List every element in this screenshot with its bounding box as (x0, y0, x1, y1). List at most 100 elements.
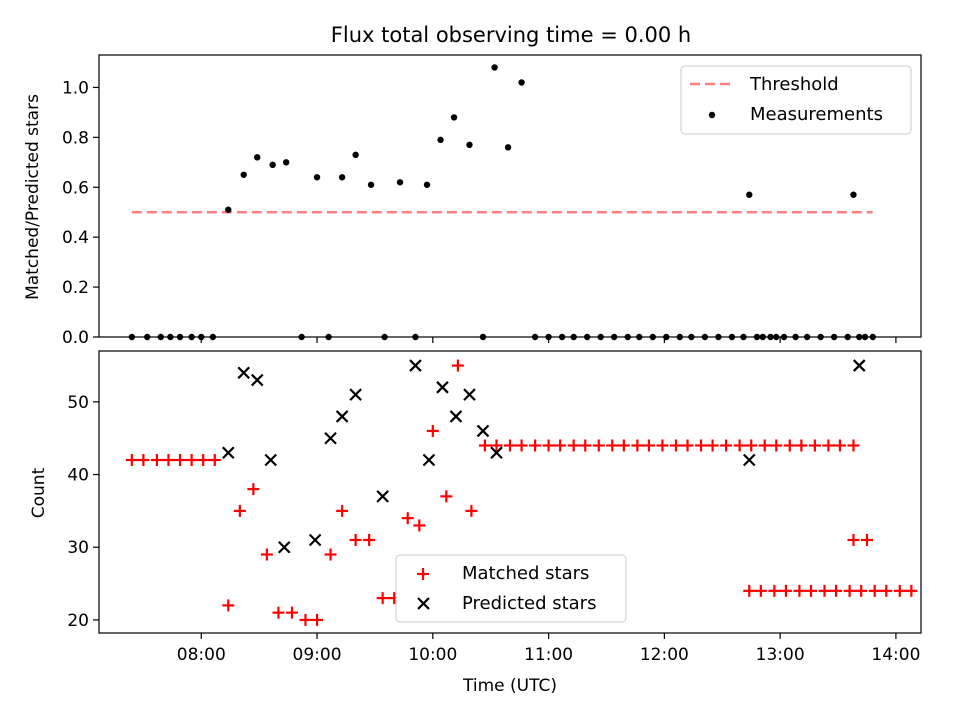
matched-star-point (745, 439, 758, 452)
top-ytick-label: 0.2 (62, 278, 89, 298)
matched-star-point (805, 584, 818, 597)
matched-star-point (905, 584, 918, 597)
predicted-legend-swatch (417, 597, 430, 610)
bottom-xtick-label: 09:00 (293, 645, 342, 665)
matched-star-point (893, 584, 906, 597)
matched-star-point (465, 504, 478, 517)
bottom-ytick-label: 20 (67, 611, 89, 631)
matched-star-point (515, 439, 528, 452)
matched-star-point (733, 439, 746, 452)
matched-star-point (592, 439, 605, 452)
bottom-ylabel: Count (29, 467, 49, 518)
matched-star-point (174, 454, 187, 467)
bottom-ytick-label: 30 (67, 538, 89, 558)
matched-star-point (860, 533, 873, 546)
matched-star-point (299, 613, 312, 626)
matched-star-point (504, 439, 516, 452)
matched-star-point (311, 613, 324, 626)
matched-star-point (656, 439, 669, 452)
matched-star-point (695, 439, 708, 452)
matched-star-point (529, 439, 542, 452)
top-ylabel: Matched/Predicted stars (23, 94, 43, 300)
predicted-star-point (376, 490, 389, 503)
top-yticks: 0.0 0.2 0.4 0.6 0.8 1.0 (62, 78, 99, 348)
matched-star-point (324, 548, 337, 561)
bottom-ytick-label: 50 (67, 393, 89, 413)
top-legend: Threshold Measurements (680, 65, 912, 135)
bottom-marks (125, 359, 918, 626)
measurement-point (338, 174, 346, 181)
matched-star-point (681, 439, 694, 452)
matched-star-point (185, 454, 198, 467)
predicted-star-point (476, 424, 490, 438)
bottom-xtick-label: 14:00 (871, 645, 920, 665)
matched-star-point (833, 439, 846, 452)
matched-legend-swatch (417, 568, 429, 580)
matched-star-point (768, 584, 781, 597)
top-ytick-label: 0.4 (62, 228, 89, 248)
measurement-point (850, 191, 857, 198)
predicted-star-point (852, 359, 866, 372)
measurements-legend-swatch (708, 111, 716, 119)
matched-star-point (847, 439, 860, 452)
measurement-point (450, 114, 458, 121)
matched-star-point (567, 439, 580, 452)
matched-star-point (822, 439, 835, 452)
measurement-point (367, 181, 375, 188)
matched-star-point (642, 439, 655, 452)
matched-star-point (606, 439, 619, 452)
matched-star-point (617, 439, 630, 452)
matched-star-point (868, 584, 881, 597)
x-axis-label: Time (UTC) (462, 676, 557, 696)
measurement-point (240, 171, 247, 178)
matched-star-point (847, 533, 860, 546)
matched-star-point (706, 439, 719, 452)
top-ytick-label: 1.0 (62, 78, 89, 98)
matched-star-point (162, 454, 175, 467)
bottom-legend-box (395, 554, 627, 623)
chart-title: Flux total observing time = 0.00 h (331, 23, 691, 47)
predicted-star-point (742, 453, 756, 467)
matched-star-point (758, 439, 771, 452)
top-ytick-label: 0.8 (62, 128, 89, 148)
predicted-star-point (449, 410, 463, 423)
matched-star-point (808, 439, 821, 452)
bottom-xtick-label: 10:00 (408, 645, 457, 665)
matched-star-point (137, 454, 150, 467)
matched-star-point (247, 483, 260, 496)
matched-star-point (579, 439, 592, 452)
predicted-star-point (335, 410, 349, 423)
top-ytick-label: 0.6 (62, 178, 89, 198)
measurement-point (466, 141, 473, 149)
matched-star-point (855, 584, 868, 597)
bottom-axes-frame (98, 350, 922, 634)
measurements-legend-label: Measurements (750, 104, 883, 125)
matched-star-point (363, 533, 376, 546)
bottom-yticks: 20 30 40 50 (67, 393, 99, 631)
top-axes-frame (98, 54, 922, 338)
measurement-point (504, 144, 512, 151)
matched-star-point (783, 439, 796, 452)
predicted-star-point (436, 381, 449, 394)
matched-star-point (451, 359, 464, 372)
matched-star-point (818, 584, 831, 597)
bottom-xtick-label: 12:00 (640, 645, 689, 665)
matched-star-point (208, 454, 221, 467)
measurement-point (518, 79, 525, 86)
matched-legend-label: Matched stars (462, 563, 589, 584)
matched-star-point (542, 439, 555, 452)
top-xticks (200, 337, 897, 343)
matched-star-point (222, 599, 235, 612)
matched-star-point (150, 454, 163, 467)
matched-star-point (793, 584, 806, 597)
measurement-point (269, 161, 276, 169)
measurement-point (282, 159, 290, 166)
matched-star-point (554, 439, 567, 452)
measurement-point (225, 206, 232, 213)
measurement-point (352, 151, 359, 159)
matched-star-point (490, 439, 503, 452)
matched-star-point (795, 439, 808, 452)
matched-star-point (478, 439, 491, 452)
measurement-point (746, 191, 753, 198)
matched-star-point (233, 504, 246, 517)
